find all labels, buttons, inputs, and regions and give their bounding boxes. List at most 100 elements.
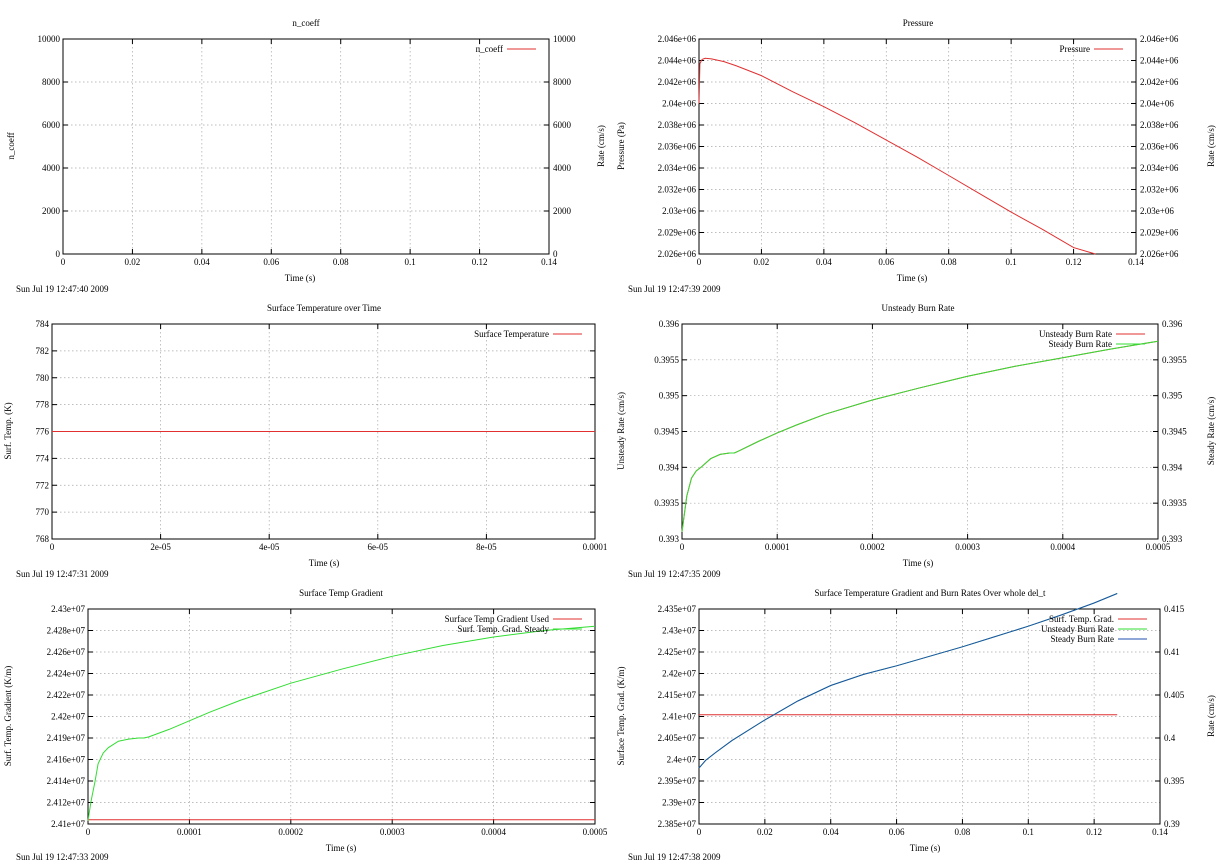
chart-pressure: 0 0.02 0.04 0.06 0.08 0.1 0.12 0.142.026e+062.0…: [616, 18, 1216, 294]
x-tick-label: 0: [697, 827, 702, 837]
y-tick-label: 782: [36, 346, 50, 356]
x-tick-label: 0.12: [1086, 827, 1102, 837]
y-tick-label: 2.39e+07: [662, 798, 696, 808]
x-tick-label: 4e-05: [259, 542, 280, 552]
x-tick-label: 0.06: [878, 257, 894, 267]
x-axis-label: Time (s): [897, 273, 927, 283]
y-tick-label: 2.036e+06: [658, 142, 697, 152]
x-tick-label: 0.0002: [860, 542, 885, 552]
y2-tick-label: 2000: [553, 206, 572, 216]
legend-label: Surface Temp Gradient Used: [445, 614, 550, 624]
y-tick-label: 2.029e+06: [658, 228, 697, 238]
series-line-2: [87, 625, 596, 821]
y2-tick-label: 2.029e+06: [1140, 228, 1179, 238]
y-tick-label: 2.026e+06: [658, 249, 697, 259]
x-tick-label: 0.1: [1023, 827, 1034, 837]
legend-label: Steady Burn Rate: [1051, 634, 1115, 644]
timestamp: Sun Jul 19 12:47:31 2009: [16, 569, 109, 579]
x-tick-label: 0.0005: [1146, 542, 1171, 552]
y-tick-label: 784: [36, 319, 50, 329]
y-tick-label: 2.435e+07: [658, 604, 697, 614]
y-tick-label: 0.395: [659, 391, 680, 401]
timestamp: Sun Jul 19 12:47:33 2009: [16, 852, 109, 862]
x-tick-label: 0.08: [333, 257, 349, 267]
x-tick-label: 2e-05: [150, 542, 171, 552]
y-tick-label: 2000: [42, 206, 61, 216]
y-tick-label: 2.424e+07: [47, 669, 86, 679]
y2-tick-label: 8000: [553, 77, 572, 87]
timestamp: Sun Jul 19 12:47:40 2009: [16, 284, 109, 294]
x-tick-label: 0.14: [1152, 827, 1168, 837]
legend-label: Pressure: [1060, 44, 1091, 54]
y-tick-label: 2.412e+07: [47, 798, 86, 808]
chart-title: Surface Temperature Gradient and Burn Ra…: [814, 588, 1046, 598]
y-tick-label: 2.415e+07: [658, 690, 697, 700]
x-tick-label: 0: [61, 257, 66, 267]
y2-tick-label: 4000: [553, 163, 572, 173]
x-tick-label: 0.06: [889, 827, 905, 837]
y2-tick-label: 0.395: [1162, 391, 1183, 401]
x-tick-label: 0.04: [823, 827, 839, 837]
y2-axis-label: Rate (cm/s): [1206, 695, 1216, 737]
y-tick-label: 2.042e+06: [658, 77, 697, 87]
y2-tick-label: 2.04e+06: [1140, 99, 1174, 109]
y-tick-label: 0.3955: [654, 355, 679, 365]
x-tick-label: 0.02: [757, 827, 773, 837]
y-tick-label: 770: [36, 507, 50, 517]
y-tick-label: 2.034e+06: [658, 163, 697, 173]
plot-frame: [681, 323, 1159, 540]
x-tick-label: 0.0005: [583, 827, 608, 837]
y2-tick-label: 2.046e+06: [1140, 34, 1179, 44]
chart-title: n_coeff: [292, 18, 319, 28]
legend-label: n_coeff: [476, 44, 503, 54]
x-tick-label: 8e-05: [476, 542, 497, 552]
y-tick-label: 2.405e+07: [658, 733, 697, 743]
y-axis-label: Pressure (Pa): [616, 122, 626, 170]
y-axis-label: Surf. Temp. Gradient (K/m): [3, 666, 13, 766]
y2-tick-label: 0.395: [1164, 776, 1185, 786]
x-axis-label: Time (s): [903, 558, 933, 568]
y2-tick-label: 0.41: [1164, 647, 1180, 657]
x-tick-label: 0.0002: [278, 827, 303, 837]
y-tick-label: 2.428e+07: [47, 626, 86, 636]
y2-axis-label: Rate (cm/s): [596, 125, 606, 167]
x-tick-label: 0.0004: [481, 827, 506, 837]
y2-tick-label: 0.396: [1162, 319, 1183, 329]
y-tick-label: 0.394: [659, 462, 680, 472]
chart-title: Surface Temperature over Time: [267, 303, 381, 313]
y2-tick-label: 6000: [553, 120, 572, 130]
y-tick-label: 8000: [42, 77, 61, 87]
x-tick-label: 6e-05: [368, 542, 389, 552]
x-tick-label: 0.0001: [177, 827, 202, 837]
y-tick-label: 2.42e+07: [51, 712, 85, 722]
x-axis-label: Time (s): [309, 558, 339, 568]
x-axis-label: Time (s): [910, 843, 940, 853]
y-tick-label: 2.41e+07: [51, 819, 85, 829]
plot-frame: [62, 38, 550, 255]
y-tick-label: 0.3945: [654, 427, 679, 437]
y-tick-label: 0.3935: [654, 498, 679, 508]
y-axis-label: Surf. Temp. (K): [3, 402, 13, 459]
y-tick-label: 2.422e+07: [47, 690, 86, 700]
legend-label: Surf. Temp. Grad.: [1049, 614, 1114, 624]
x-axis-label: Time (s): [326, 843, 356, 853]
x-tick-label: 0: [50, 542, 55, 552]
y2-tick-label: 0.3945: [1162, 427, 1187, 437]
y-tick-label: 10000: [38, 34, 61, 44]
y2-tick-label: 0.394: [1162, 462, 1183, 472]
y-axis-label: n_coeff: [6, 132, 16, 159]
y2-axis-label: Steady Rate (cm/s): [1206, 397, 1216, 465]
series-line-3: [698, 593, 1118, 769]
timestamp: Sun Jul 19 12:47:35 2009: [628, 569, 721, 579]
y2-tick-label: 2.03e+06: [1140, 206, 1174, 216]
x-tick-label: 0.14: [1128, 257, 1144, 267]
y2-tick-label: 2.042e+06: [1140, 77, 1179, 87]
y2-tick-label: 0.39: [1164, 819, 1180, 829]
y-tick-label: 2.416e+07: [47, 755, 86, 765]
y2-tick-label: 0.393: [1162, 534, 1183, 544]
chart-n_coeff: 0 0.02 0.04 0.06 0.08 0.1 0.12 0.14020004000600…: [6, 18, 606, 294]
chart-title: Pressure: [903, 18, 934, 28]
y-tick-label: 2.038e+06: [658, 120, 697, 130]
y-tick-label: 2.385e+07: [658, 819, 697, 829]
chart-temp_gradient: 0 0.0001 0.0002 0.0003 0.0004 0.0005 2.41e+07 2…: [3, 588, 608, 862]
